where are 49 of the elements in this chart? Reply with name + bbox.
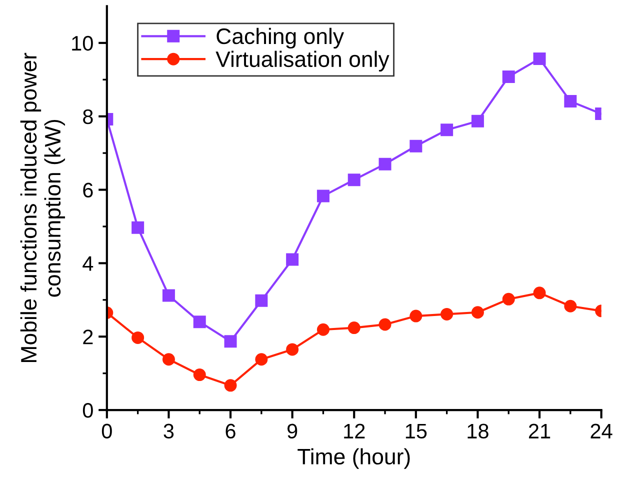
y-tick-label: 2 — [83, 330, 93, 344]
point — [502, 292, 515, 306]
point — [193, 316, 206, 328]
point — [378, 318, 392, 331]
point — [132, 221, 144, 234]
y-tick-label: 4 — [82, 256, 94, 271]
x-tick-label: 9 — [288, 424, 298, 439]
y-tick-label: 10 — [72, 36, 93, 51]
y-axis-title: Mobile functions induced power consumption (kW) — [20, 52, 65, 362]
point — [533, 52, 546, 65]
point — [286, 253, 299, 266]
point — [564, 95, 577, 108]
point — [348, 174, 360, 186]
point — [440, 308, 454, 320]
point — [224, 335, 237, 348]
point — [132, 331, 144, 344]
point — [255, 294, 268, 307]
point — [471, 306, 484, 319]
x-tick-label: 6 — [226, 424, 236, 439]
point — [348, 322, 360, 334]
point — [162, 353, 175, 366]
point — [316, 190, 330, 202]
point — [410, 310, 422, 322]
point — [410, 140, 422, 152]
point — [224, 379, 237, 392]
x-tick-label: 18 — [468, 424, 488, 439]
point — [286, 343, 299, 356]
y-tick-label: 8 — [83, 109, 93, 124]
x-tick-label: 24 — [590, 424, 612, 438]
legend-label: Virtualisation only — [216, 50, 390, 72]
point — [316, 323, 330, 336]
point — [378, 158, 392, 170]
x-tick-label: 3 — [164, 424, 174, 439]
x-axis-title: Time (hour) — [298, 448, 410, 469]
point — [471, 114, 484, 128]
point — [162, 289, 175, 302]
point — [193, 368, 206, 382]
x-tick-label: 12 — [344, 424, 365, 438]
point — [502, 70, 515, 83]
y-tick-label: 6 — [83, 182, 93, 198]
point — [533, 286, 546, 300]
x-tick-label: 15 — [406, 424, 427, 439]
point — [440, 124, 454, 136]
point — [255, 353, 268, 366]
x-tick-label: 21 — [528, 424, 550, 438]
x-tick-label: 0 — [102, 424, 112, 439]
y-tick-label: 0 — [82, 403, 93, 418]
legend-label: Caching only — [216, 28, 344, 49]
point — [564, 300, 577, 312]
